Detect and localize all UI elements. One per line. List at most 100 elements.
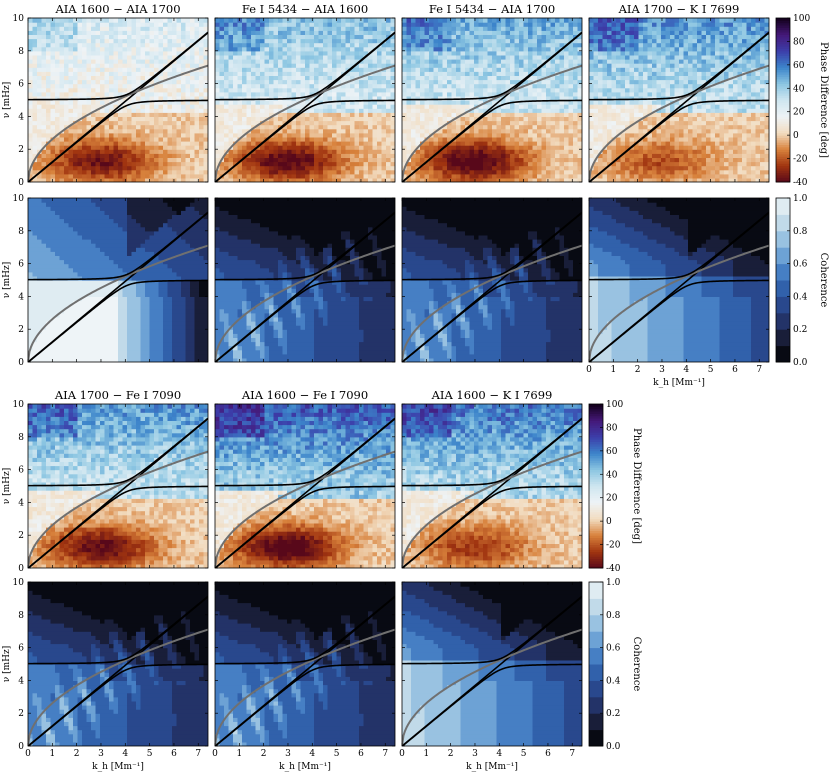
heatmap-cell [219, 95, 225, 101]
heatmap-cell [46, 202, 52, 207]
heatmap-cell [194, 145, 200, 150]
heatmap-cell [55, 91, 61, 97]
heatmap-cell [354, 63, 360, 68]
heatmap-cell [140, 292, 146, 297]
heatmap-cell [215, 300, 221, 306]
heatmap-cell [167, 104, 173, 109]
heatmap-cell [215, 112, 221, 117]
heatmap-cell [145, 349, 151, 355]
heatmap-cell [199, 149, 205, 154]
heatmap-cell [140, 165, 146, 171]
heatmap-cell [95, 75, 101, 81]
heatmap-cell [59, 222, 65, 228]
heatmap-cell [158, 153, 164, 158]
heatmap-cell [327, 149, 333, 154]
heatmap-cell [37, 296, 43, 302]
heatmap-cell [181, 284, 187, 289]
heatmap-cell [278, 26, 284, 31]
heatmap-cell [145, 83, 151, 89]
heatmap-cell [55, 75, 61, 81]
heatmap-cell [255, 63, 261, 68]
heatmap-cell [296, 136, 302, 142]
heatmap-cell [118, 210, 124, 215]
heatmap-cell [246, 63, 252, 68]
heatmap-cell [64, 341, 70, 347]
heatmap-cell [73, 26, 79, 31]
heatmap-cell [176, 26, 182, 31]
heatmap-cell [113, 357, 119, 362]
heatmap-cell [278, 79, 284, 85]
heatmap-cell [305, 116, 311, 122]
heatmap-cell [86, 349, 92, 355]
heatmap-cell [300, 87, 306, 93]
heatmap-cell [109, 226, 115, 232]
heatmap-cell [363, 63, 369, 68]
heatmap-cell [154, 120, 160, 126]
heatmap-cell [86, 296, 92, 302]
heatmap-cell [68, 267, 74, 273]
heatmap-cell [273, 116, 279, 122]
heatmap-cell [372, 42, 378, 48]
heatmap-cell [73, 165, 79, 171]
heatmap-cell [327, 116, 333, 122]
heatmap-cell [136, 83, 142, 89]
heatmap-cell [163, 357, 169, 362]
heatmap-cell [100, 304, 106, 310]
heatmap-cell [363, 141, 369, 146]
heatmap-cell [64, 169, 70, 175]
heatmap-cell [46, 95, 52, 101]
heatmap-cell [149, 341, 155, 347]
heatmap-cell [46, 243, 52, 248]
heatmap-cell [282, 91, 288, 97]
heatmap-cell [118, 67, 124, 72]
heatmap-cell [260, 30, 266, 35]
heatmap-cell [140, 108, 146, 113]
heatmap-cell [82, 284, 88, 289]
heatmap-cell [59, 149, 65, 154]
heatmap-cell [345, 149, 351, 154]
heatmap-cell [296, 177, 302, 182]
heatmap-cell [368, 67, 374, 72]
heatmap-cell [86, 198, 92, 203]
heatmap-cell [336, 42, 342, 48]
heatmap-cell [86, 321, 92, 326]
heatmap-cell [73, 198, 79, 203]
heatmap-cell [278, 141, 284, 146]
heatmap-cell [158, 230, 164, 236]
heatmap-cell [181, 157, 187, 163]
heatmap-cell [185, 149, 191, 154]
heatmap-cell [109, 329, 115, 334]
heatmap-cell [278, 173, 284, 179]
heatmap-cell [100, 267, 106, 273]
heatmap-cell [109, 308, 115, 314]
heatmap-cell [41, 357, 47, 362]
heatmap-cell [91, 71, 97, 76]
heatmap-cell [41, 95, 47, 101]
heatmap-cell [332, 71, 338, 76]
heatmap-cell [215, 59, 221, 64]
heatmap-cell [224, 128, 230, 134]
heatmap-cell [154, 345, 160, 351]
heatmap-cell [109, 149, 115, 154]
heatmap-cell [131, 349, 137, 355]
heatmap-cell [199, 67, 205, 72]
heatmap-cell [68, 251, 74, 256]
heatmap-cell [282, 18, 288, 23]
heatmap-cell [167, 325, 173, 330]
heatmap-cell [158, 288, 164, 293]
heatmap-cell [219, 18, 225, 23]
heatmap-cell [82, 341, 88, 347]
heatmap-cell [41, 329, 47, 334]
heatmap-cell [154, 292, 160, 297]
heatmap-cell [203, 169, 208, 175]
heatmap-cell [251, 128, 257, 134]
heatmap-cell [269, 145, 275, 150]
heatmap-cell [327, 108, 333, 113]
heatmap-cell [203, 263, 208, 269]
heatmap-cell [158, 202, 164, 207]
heatmap-cell [113, 26, 119, 31]
heatmap-cell [59, 218, 65, 224]
heatmap-cell [368, 112, 374, 117]
heatmap-cell [149, 218, 155, 224]
heatmap-cell [172, 316, 178, 322]
